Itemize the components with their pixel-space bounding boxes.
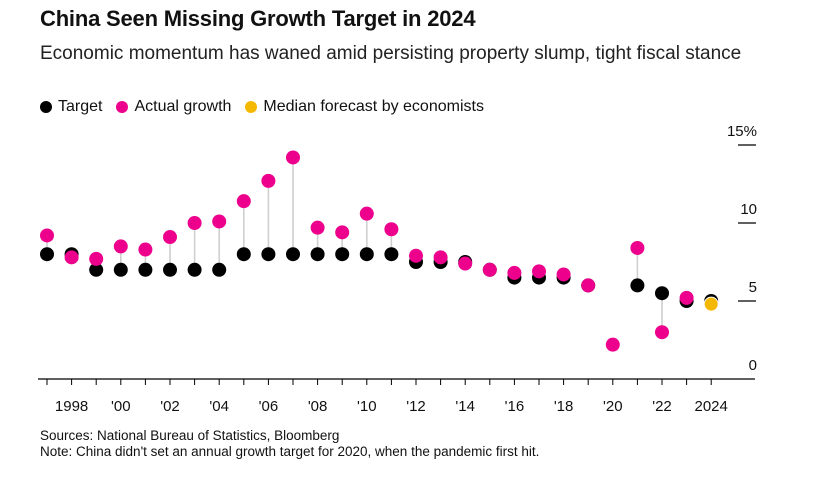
actual-point-2000: [113, 239, 128, 254]
legend-label-median-forecast: Median forecast by economists: [263, 98, 484, 115]
target-point-2007: [286, 247, 300, 262]
actual-point-2015: [482, 262, 497, 277]
actual-point-2020: [605, 337, 620, 352]
target-point-2021: [630, 278, 645, 293]
legend-item-target: Target: [40, 98, 102, 116]
footnote: Note: China didn't set an annual growth …: [40, 444, 540, 459]
x-tick-label-2000: '00: [111, 398, 131, 415]
actual-point-2017: [532, 264, 546, 279]
actual-point-2006: [261, 173, 276, 188]
actual-point-2004: [212, 214, 227, 229]
target-point-2008: [310, 247, 325, 262]
x-tick-label-2016: '16: [505, 398, 525, 415]
x-tick-label-2014: '14: [455, 398, 475, 415]
target-point-2011: [384, 247, 399, 262]
actual-point-2011: [384, 222, 399, 237]
y-tick-label-10: 10: [740, 201, 757, 218]
actual-point-2014: [458, 256, 473, 271]
actual-point-2021: [630, 240, 645, 255]
target-point-2000: [113, 262, 128, 277]
legend-swatch-median-forecast: [245, 101, 258, 113]
legend-item-actual-growth: Actual growth: [116, 98, 231, 116]
actual-point-2018: [556, 267, 571, 282]
actual-point-1998: [64, 250, 79, 265]
legend-label-actual-growth: Actual growth: [134, 98, 232, 115]
actual-point-2001: [138, 242, 153, 257]
actual-point-2016: [507, 265, 522, 280]
y-tick-label-0: 0: [749, 357, 757, 374]
target-point-2010: [359, 247, 374, 262]
x-tick-label-1998: 1998: [55, 398, 88, 415]
chart-footer: Sources: National Bureau of Statistics, …: [40, 428, 539, 460]
y-tick-label-5: 5: [749, 279, 757, 296]
target-point-2004: [212, 262, 227, 277]
actual-point-2005: [236, 194, 251, 209]
target-point-2002: [163, 262, 177, 277]
target-point-2022: [655, 286, 669, 301]
sources-note: Sources: National Bureau of Statistics, …: [40, 428, 340, 443]
target-point-2001: [138, 262, 153, 277]
actual-point-2002: [163, 230, 177, 245]
x-tick-label-2018: '18: [554, 398, 574, 415]
x-tick-label-2020: '20: [603, 398, 623, 415]
actual-point-2019: [581, 278, 596, 293]
legend-swatch-target: [40, 101, 52, 113]
target-point-2006: [261, 247, 276, 262]
forecast-point-2024: [703, 296, 719, 312]
x-tick-label-2002: '02: [160, 398, 180, 415]
actual-point-2010: [359, 206, 374, 221]
target-point-2009: [335, 247, 350, 262]
actual-point-2007: [286, 150, 300, 165]
actual-point-2023: [679, 290, 694, 305]
x-tick-label-2022: '22: [652, 398, 672, 415]
y-tick-label-15: 15%: [727, 123, 757, 140]
actual-point-2013: [433, 250, 448, 265]
target-point-2003: [187, 262, 202, 277]
actual-point-2009: [335, 225, 350, 240]
actual-point-2003: [187, 216, 202, 230]
legend: Target Actual growth Median forecast by …: [40, 98, 484, 116]
target-point-2005: [236, 247, 251, 262]
x-tick-label-2006: '06: [259, 398, 279, 415]
actual-point-1999: [89, 251, 104, 266]
chart-title: China Seen Missing Growth Target in 2024: [40, 6, 476, 31]
x-tick-label-2012: '12: [406, 398, 426, 415]
legend-label-target: Target: [58, 98, 103, 115]
x-tick-label-2004: '04: [209, 398, 229, 415]
legend-swatch-actual-growth: [116, 101, 129, 113]
x-tick-label-2024: 2024: [695, 398, 728, 415]
actual-point-2008: [310, 220, 325, 235]
chart-subtitle: Economic momentum has waned amid persist…: [40, 43, 742, 64]
legend-item-median-forecast: Median forecast by economists: [245, 98, 484, 116]
actual-point-2012: [409, 248, 423, 263]
x-tick-label-2008: '08: [308, 398, 328, 415]
target-point-1997: [40, 247, 54, 262]
actual-point-1997: [40, 228, 54, 243]
actual-point-2022: [655, 325, 669, 340]
target-point-1999: [89, 262, 104, 277]
x-tick-label-2010: '10: [357, 398, 377, 415]
